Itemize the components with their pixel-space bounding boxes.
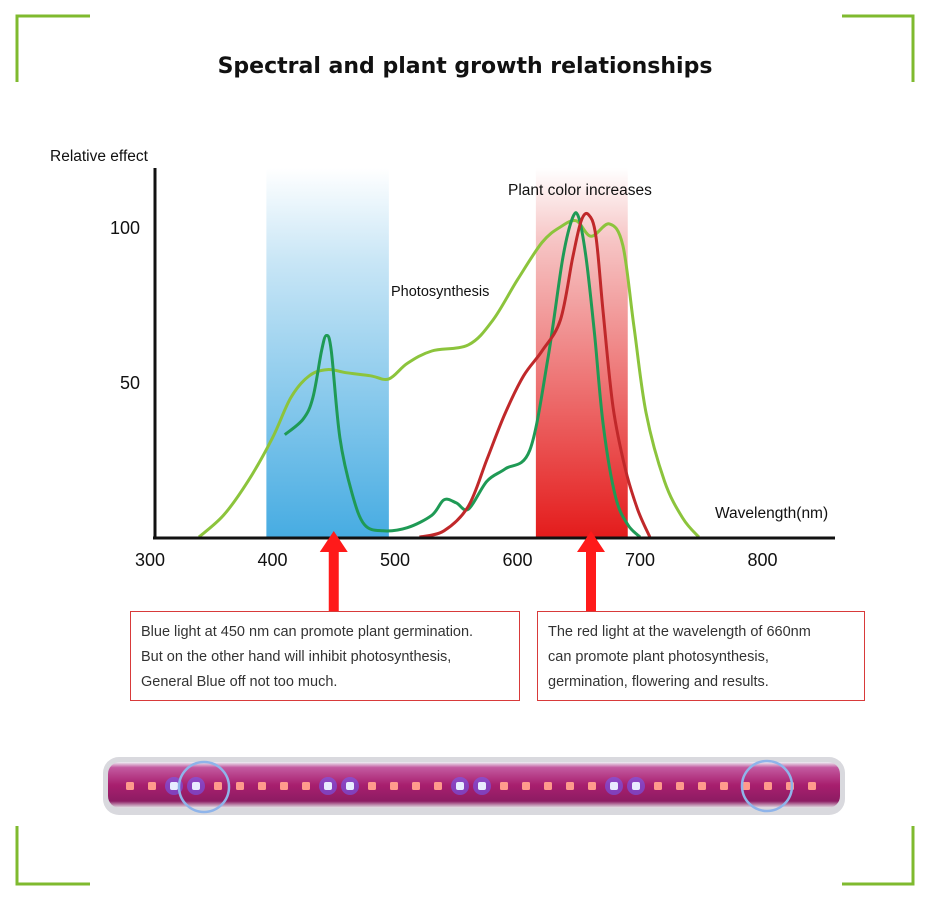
callout-right-line: germination, flowering and results. — [548, 674, 769, 690]
highlight-circle-blue — [177, 760, 231, 814]
led-chip-red — [764, 782, 772, 790]
led-chip-red — [412, 782, 420, 790]
led-chip-red — [368, 782, 376, 790]
frame-corner-bottom-right — [842, 826, 915, 886]
blue-band — [266, 168, 389, 537]
y-tick-label: 50 — [120, 373, 140, 393]
led-chip-red — [522, 782, 530, 790]
x-axis-label: Wavelength(nm) — [715, 505, 828, 522]
arrow-blue — [319, 531, 348, 611]
led-chip-blue — [170, 782, 178, 790]
y-tick-label: 100 — [110, 218, 140, 238]
led-chip-blue — [324, 782, 332, 790]
callout-left-line: But on the other hand will inhibit photo… — [141, 649, 452, 665]
led-chip-red — [566, 782, 574, 790]
annotation-photosynthesis: Photosynthesis — [391, 284, 489, 300]
highlight-circle-red — [740, 759, 794, 813]
x-tick-label: 700 — [625, 550, 655, 570]
led-chip-red — [544, 782, 552, 790]
led-chip-red — [258, 782, 266, 790]
led-chip-red — [698, 782, 706, 790]
led-chip-red — [588, 782, 596, 790]
led-chip-red — [126, 782, 134, 790]
led-chip-red — [302, 782, 310, 790]
led-chip-blue — [346, 782, 354, 790]
frame-corner-top-left — [15, 14, 90, 82]
callout-right-line: The red light at the wavelength of 660nm — [548, 624, 811, 640]
callout-left-line: Blue light at 450 nm can promote plant g… — [141, 624, 474, 640]
callout-red-light: The red light at the wavelength of 660nm… — [537, 611, 865, 701]
frame-corner-bottom-left — [15, 826, 90, 886]
led-chip-red — [434, 782, 442, 790]
annotation-plant-color: Plant color increases — [508, 182, 652, 199]
chlorophyll-b-curve — [419, 211, 652, 539]
x-tick-label: 400 — [257, 550, 287, 570]
x-tick-label: 300 — [135, 550, 165, 570]
led-chip-blue — [478, 782, 486, 790]
x-tick-label: 500 — [380, 550, 410, 570]
led-chip-red — [720, 782, 728, 790]
led-chip-red — [390, 782, 398, 790]
frame-corner-top-right — [842, 14, 915, 82]
callout-right-line: can promote plant photosynthesis, — [548, 649, 769, 665]
led-chip-red — [742, 782, 750, 790]
callout-left-line: General Blue off not too much. — [141, 674, 338, 690]
x-tick-label: 600 — [502, 550, 532, 570]
led-chip-red — [280, 782, 288, 790]
photosynthesis-curve — [198, 218, 700, 539]
led-chip-blue — [632, 782, 640, 790]
arrow-red — [577, 531, 605, 611]
led-chip-red — [236, 782, 244, 790]
led-chip-red — [676, 782, 684, 790]
led-chip-red — [654, 782, 662, 790]
led-grow-light-bar — [103, 757, 845, 815]
led-chip-red — [214, 782, 222, 790]
x-tick-label: 800 — [747, 550, 777, 570]
callout-blue-light: Blue light at 450 nm can promote plant g… — [130, 611, 520, 701]
led-chip-red — [500, 782, 508, 790]
led-chip-red — [148, 782, 156, 790]
led-chip-blue — [192, 782, 200, 790]
led-chip-blue — [456, 782, 464, 790]
led-chip-blue — [610, 782, 618, 790]
page-title: Spectral and plant growth relationships — [217, 54, 713, 79]
led-chip-red — [808, 782, 816, 790]
y-axis-label: Relative effect — [50, 148, 149, 165]
